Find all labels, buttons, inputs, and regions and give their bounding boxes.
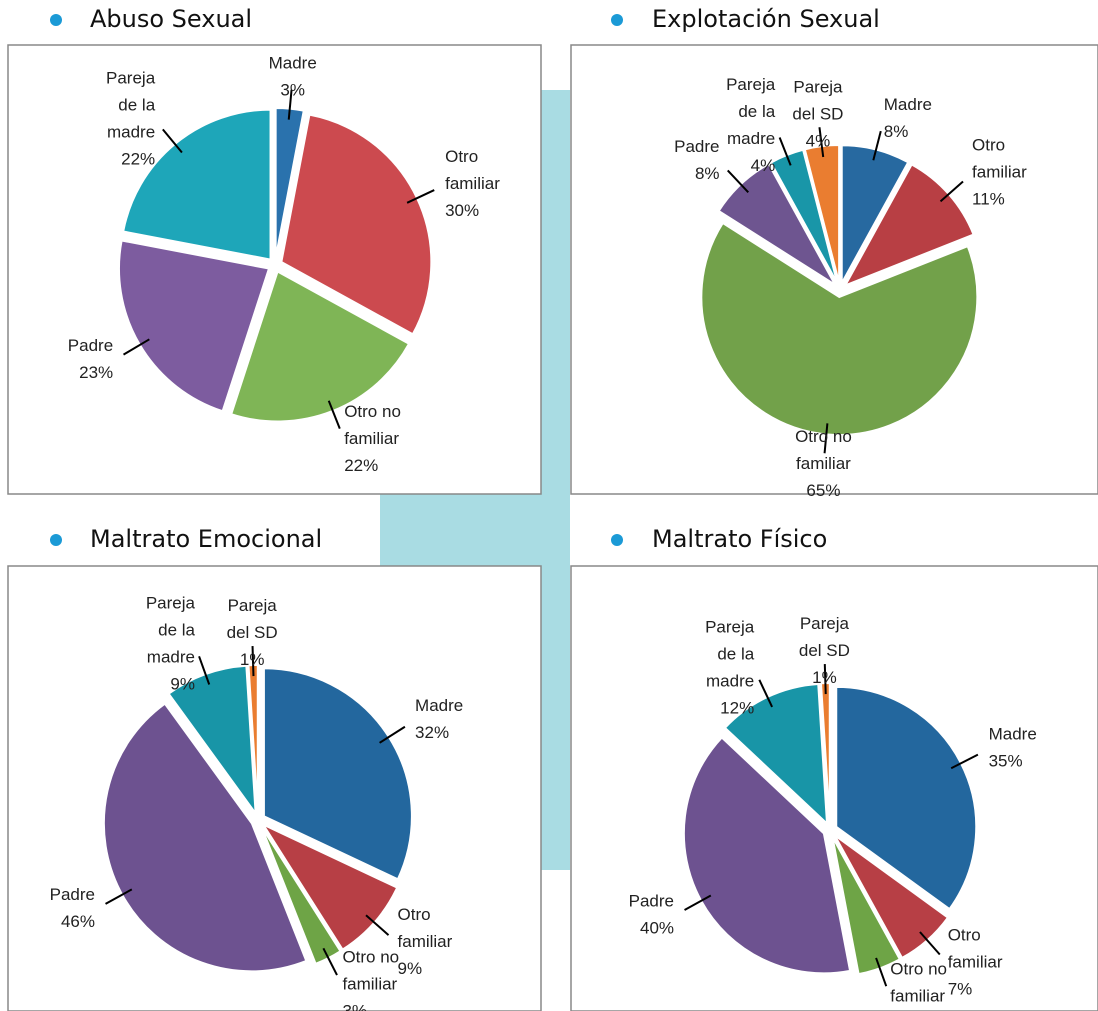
leader-line <box>758 679 773 708</box>
slice-value: 8% <box>884 122 909 141</box>
leader-line <box>327 400 341 430</box>
title-bullet <box>611 534 623 546</box>
slice-label: Pareja de la madre <box>705 617 755 690</box>
leader-line <box>365 914 390 936</box>
slice-label: Padre <box>674 137 719 156</box>
leader-line <box>287 89 293 120</box>
slice-label: Otro familiar <box>972 136 1027 182</box>
slice-label: Padre <box>50 885 95 904</box>
leader-line <box>684 894 712 911</box>
slice-label: Pareja de la madre <box>106 69 156 142</box>
slice-label: Otro no familiar <box>342 948 399 994</box>
chart-title: Maltrato Físico <box>652 525 827 553</box>
leader-line <box>823 423 829 454</box>
leader-line <box>406 189 435 204</box>
slice-label: Madre <box>989 725 1037 744</box>
slice-value: 65% <box>806 481 840 500</box>
slice-label: Pareja de la madre <box>726 75 776 148</box>
slice-value: 1% <box>240 650 265 669</box>
leader-line <box>122 338 150 356</box>
chart-title: Abuso Sexual <box>90 5 252 33</box>
slice-value: 8% <box>695 164 720 183</box>
slice-value: 30% <box>445 201 479 220</box>
slice-label: Padre <box>629 891 674 910</box>
slice-label: Otro no familiar <box>344 402 401 448</box>
slice-value: 7% <box>948 980 973 999</box>
leader-line <box>823 664 827 695</box>
leader-line <box>818 127 825 158</box>
leader-line <box>875 957 888 987</box>
slice-value: 3% <box>342 1002 367 1011</box>
slice-value: 22% <box>121 150 155 169</box>
slice-value: 23% <box>79 363 113 382</box>
leader-line <box>198 655 211 685</box>
leader-line <box>727 169 749 194</box>
slice-label: Otro familiar <box>445 147 500 193</box>
slice-value: 46% <box>61 912 95 931</box>
slice-label: Padre <box>68 336 113 355</box>
leader-line <box>322 947 338 976</box>
leader-line <box>919 931 941 956</box>
leader-line <box>778 137 792 166</box>
slice-label: Madre <box>269 53 317 72</box>
leader-line <box>105 888 133 905</box>
slice-value: 40% <box>640 918 674 937</box>
chart-frame <box>7 44 542 495</box>
slice-value: 22% <box>344 456 378 475</box>
chart-title: Explotación Sexual <box>652 5 880 33</box>
slice-label: Otro no familiar <box>890 959 947 1005</box>
slice-label: Otro familiar <box>398 905 453 951</box>
slice-label: Madre <box>415 696 463 715</box>
slice-label: Otro familiar <box>948 926 1003 972</box>
slice-value: 1% <box>812 668 837 687</box>
slice-label: Pareja de la madre <box>146 593 196 666</box>
slice-label: Pareja del SD <box>227 596 278 642</box>
chart-title: Maltrato Emocional <box>90 525 322 553</box>
leader-line <box>251 646 255 677</box>
leader-line <box>872 130 882 161</box>
slice-value: 35% <box>989 752 1023 771</box>
title-bullet <box>50 534 62 546</box>
slice-value: 4% <box>751 156 776 175</box>
slice-label: Pareja del SD <box>792 77 843 123</box>
slice-label: Madre <box>884 95 932 114</box>
slice-value: 11% <box>972 190 1005 209</box>
slice-value: 3% <box>280 80 305 99</box>
slice-value: 9% <box>398 959 423 978</box>
leader-line <box>939 180 964 203</box>
title-bullet <box>50 14 62 26</box>
slice-value: 32% <box>415 723 449 742</box>
leader-line <box>162 128 183 154</box>
slice-value: 4% <box>806 131 831 150</box>
slice-label: Pareja del SD <box>799 614 850 660</box>
leader-line <box>950 753 979 770</box>
slice-label: Otro no familiar <box>795 427 852 473</box>
slice-value: 12% <box>720 698 754 717</box>
slice-value: 9% <box>170 674 195 693</box>
title-bullet <box>611 14 623 26</box>
leader-line <box>379 725 406 744</box>
